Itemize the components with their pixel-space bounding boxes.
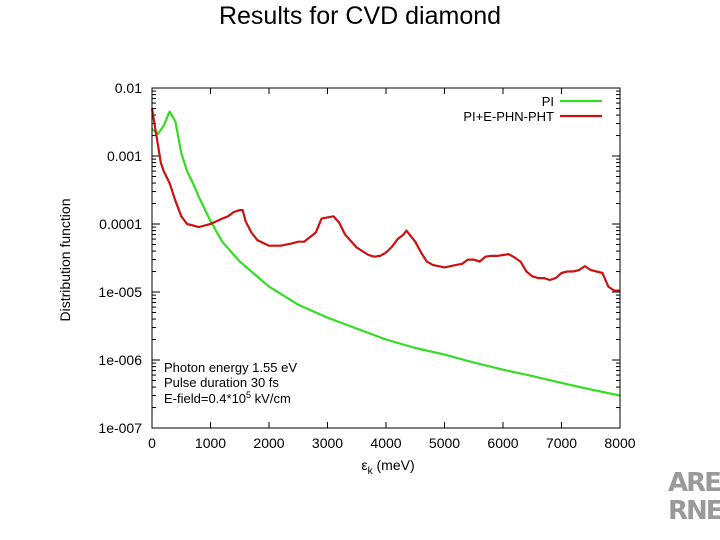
annotation-e-field-suffix: kV/cm bbox=[251, 391, 291, 406]
x-tick-label: 3000 bbox=[312, 435, 343, 451]
x-tick-label: 8000 bbox=[604, 435, 635, 451]
slide-title: Results for CVD diamond bbox=[218, 2, 502, 30]
annotation-e-field-prefix: E-field=0.4*10 bbox=[164, 391, 246, 406]
x-axis-label: εk (meV) bbox=[361, 457, 414, 477]
y-tick-label: 1e-007 bbox=[98, 420, 142, 436]
plot-frame bbox=[151, 87, 621, 429]
y-tick-label: 1e-006 bbox=[98, 352, 142, 368]
series-lines bbox=[150, 108, 621, 397]
x-axis-unit: (meV) bbox=[373, 457, 415, 473]
y-tick-labels: 1e-007 1e-006 1e-005 0.0001 0.001 0.01 bbox=[98, 80, 142, 436]
series-line-combined bbox=[150, 108, 620, 292]
annotation-e-field-exponent: 5 bbox=[246, 390, 251, 400]
annotation-e-field: E-field=0.4*105 kV/cm bbox=[164, 390, 291, 406]
annotation-box: Photon energy 1.55 eV Pulse duration 30 … bbox=[164, 360, 297, 406]
x-tick-label: 2000 bbox=[253, 435, 284, 451]
y-tick-label: 0.01 bbox=[115, 80, 142, 96]
series-line-pi bbox=[151, 110, 621, 397]
legend: PI PI+E-PHN-PHT bbox=[463, 94, 602, 124]
x-tick-label: 0 bbox=[148, 435, 156, 451]
y-tick-label: 0.0001 bbox=[99, 216, 142, 232]
x-tick-labels: 0 1000 2000 3000 4000 5000 6000 7000 8000 bbox=[148, 435, 636, 451]
legend-label-pi: PI bbox=[542, 94, 554, 109]
x-axis-subscript: k bbox=[368, 466, 374, 477]
logo-line-2: RNE bbox=[668, 498, 720, 524]
annotation-photon-energy: Photon energy 1.55 eV bbox=[164, 360, 297, 375]
y-tick-label: 0.001 bbox=[107, 148, 142, 164]
x-tick-label: 5000 bbox=[429, 435, 460, 451]
x-axis-symbol: ε bbox=[361, 457, 367, 473]
x-tick-label: 4000 bbox=[370, 435, 401, 451]
logo-line-1: ARE bbox=[668, 470, 720, 496]
y-tick-label: 1e-005 bbox=[98, 284, 142, 300]
annotation-pulse-duration: Pulse duration 30 fs bbox=[164, 375, 279, 390]
x-tick-label: 1000 bbox=[195, 435, 226, 451]
y-axis-label: Distribution function bbox=[57, 199, 73, 322]
x-tick-label: 7000 bbox=[546, 435, 577, 451]
x-tick-label: 6000 bbox=[487, 435, 518, 451]
legend-label-combined: PI+E-PHN-PHT bbox=[463, 109, 554, 124]
